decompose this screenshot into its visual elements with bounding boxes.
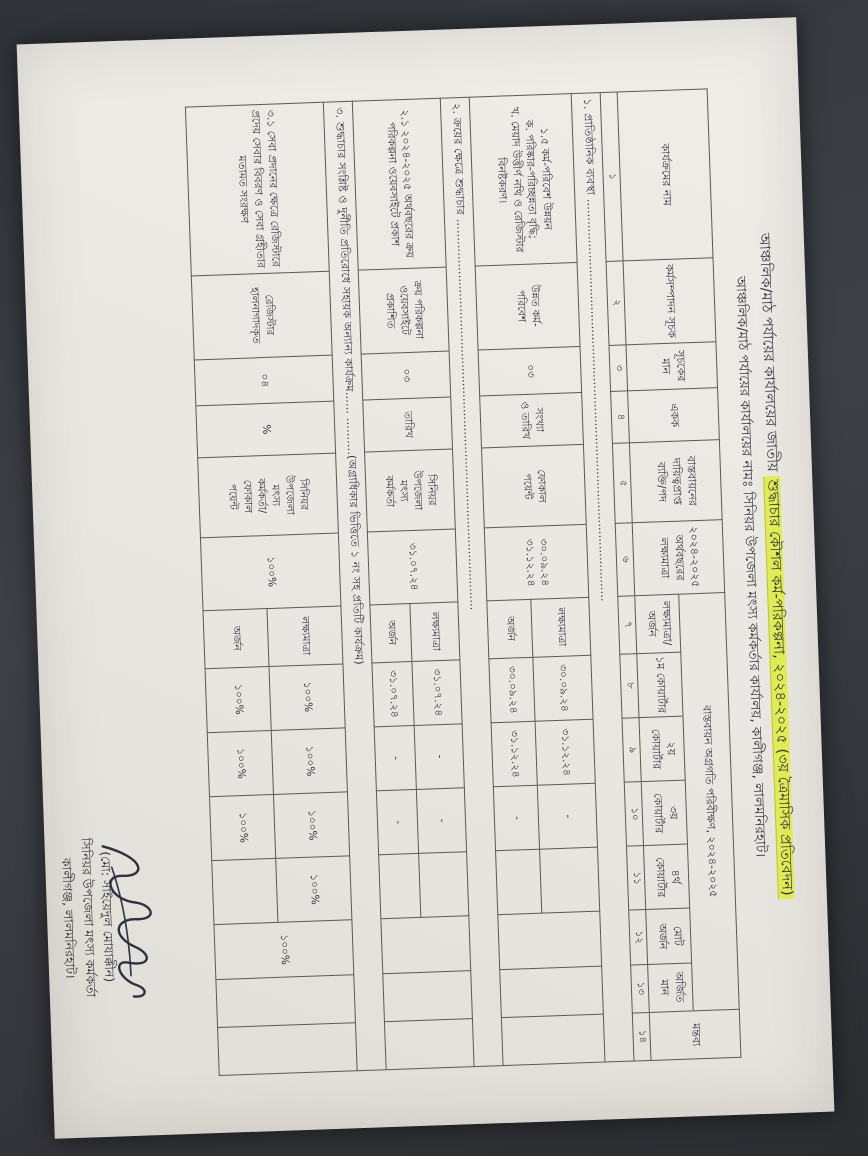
q3-target-cell: -	[416, 787, 467, 854]
signature-ink-icon	[101, 845, 152, 998]
target-label-cell: লক্ষ্যমাত্রা	[530, 596, 591, 657]
q4-target-cell	[539, 847, 600, 914]
subheader-total-achievement: মোট অর্জন	[645, 908, 692, 965]
col-header-fy-target: ২০২৪-২০২৫ অর্থবছরের লক্ষ্যমাত্রা	[631, 519, 725, 596]
col-num-12: ১২	[628, 909, 648, 965]
fy-target-cell: ১০০%	[200, 533, 341, 611]
remarks-cell	[217, 1022, 357, 1076]
col-num-10: ১০	[623, 781, 644, 847]
q3-achieved-cell: -	[493, 785, 540, 851]
subheader-quarter-2: ২য় কোয়ার্টার	[638, 715, 685, 782]
achieved-score-cell	[215, 974, 356, 1028]
q2-achieved-cell: -	[373, 725, 417, 791]
activity-name-cell: ২.১ ২০২৪-২০২৫ অর্থবছরের ক্রয় পরিকল্পনা …	[352, 98, 446, 270]
remarks-cell	[501, 1013, 605, 1066]
score-cell: ০৩	[360, 350, 451, 400]
fy-target-cell: ৩১.০৭.২৪	[367, 529, 458, 605]
q3-target-cell: -	[537, 783, 598, 850]
q4-target-cell	[418, 851, 469, 918]
q3-achieved-cell: -	[376, 789, 419, 856]
subheader-achieved-score: অর্জিত মান	[647, 962, 694, 1013]
col-num-13: ১৩	[630, 964, 650, 1013]
col-header-unit: একক	[627, 387, 720, 443]
subheader-target-achievement: লক্ষ্যমাত্রা/ অর্জন	[634, 593, 681, 654]
q2-target-cell: -	[413, 723, 465, 790]
unit-cell: সংখ্যা ও তারিখ	[479, 392, 584, 449]
col-num-3: ৩	[608, 344, 628, 392]
col-header-remarks: মন্তব্য	[649, 1009, 741, 1061]
q2-target-cell: ১০০%	[270, 727, 348, 795]
responsible-cell: সিনিয়র উপজেলা মৎস্য কর্মকর্তা/ ফোকাল পয…	[197, 453, 339, 539]
remarks-cell	[384, 1018, 474, 1070]
indicator-cell: উন্নত কর্ম- পরিবেশ	[474, 262, 580, 350]
col-num-7: ৭	[617, 595, 637, 654]
q3-target-cell: ১০০%	[273, 791, 350, 859]
q2-target-cell: ৩১.১২.২৪	[534, 719, 596, 786]
q2-achieved-cell: ১০০%	[207, 730, 274, 797]
q4-target-cell: ১০০%	[275, 856, 352, 923]
col-header-activity-name: কার্যক্রমের নাম	[616, 88, 713, 261]
signature-block: (মো: সাইয়েদুল মোযাক্কীন) সিনিয়র উপজেলা…	[55, 800, 167, 1033]
activity-name-cell: ১.৫ কর্ম-পরিবেশ উন্নয়ন ক. পরিষ্কার-পরিচ…	[468, 93, 577, 266]
unit-cell: %	[195, 400, 336, 458]
col-num-11: ১১	[626, 845, 646, 911]
target-label-cell: লক্ষ্যমাত্রা	[266, 605, 343, 667]
q1-target-cell: ১০০%	[268, 663, 345, 731]
q2-achieved-cell: ৩১.১২.২৪	[490, 721, 538, 787]
col-num-5: ৫	[612, 442, 632, 524]
achieved-score-cell	[382, 970, 473, 1022]
col-num-4: ৪	[610, 390, 630, 444]
responsible-cell: সিনিয়র উপজেলা মৎস্য কর্মকর্তা	[364, 449, 456, 533]
q4-achieved-cell	[211, 858, 278, 926]
col-num-14: ১৪	[632, 1012, 651, 1062]
achieved-label-cell: অর্জন	[202, 608, 269, 669]
indicator-cell: রেজিস্টার হালনাগাদকৃত	[191, 270, 332, 360]
q1-achieved-cell: ৩০.০৯.২৪	[488, 656, 535, 723]
responsible-cell: ফোকাল পয়েন্ট	[481, 444, 586, 529]
handwritten-signature	[101, 800, 167, 1032]
col-header-performance-indicator: কর্মসম্পাদন সূচক	[622, 257, 716, 345]
achieved-score-cell	[499, 965, 604, 1018]
score-cell: ০৩	[477, 346, 582, 396]
achieved-label-cell: অর্জন	[486, 598, 533, 659]
indicator-cell: ক্রয় পরিকল্পনা ওয়েবসাইটে প্রকাশিত	[357, 266, 449, 354]
subheader-quarter-1: ১ম কোয়ার্টার	[636, 651, 683, 718]
score-cell: ০৪	[193, 354, 334, 406]
target-label-cell: লক্ষ্যমাত্রা	[409, 601, 460, 662]
col-num-9: ৯	[621, 717, 641, 783]
activity-name-cell: ৩.১ সেবা প্রদানের ক্ষেত্রে রেজিস্টারে প্…	[185, 102, 329, 276]
col-header-indicator-score: সূচকের মান	[625, 341, 718, 391]
total-achieved-cell: ১০০%	[213, 920, 354, 980]
q1-achieved-cell: ৩১.০৭.২৪	[371, 661, 414, 727]
col-header-responsible-person: বাস্তবায়নের দায়িত্বপ্রাপ্ত ব্যক্তি/পদ	[629, 439, 722, 524]
col-num-6: ৬	[614, 523, 635, 596]
q3-achieved-cell: ১০০%	[209, 794, 276, 861]
subheader-quarter-4: ৪র্থ কোয়ার্টার	[643, 844, 690, 910]
unit-cell: তারিখ	[362, 396, 453, 453]
col-num-8: ৮	[619, 653, 639, 719]
q4-achieved-cell	[495, 849, 542, 916]
integrity-strategy-report-table: কার্যক্রমের নাম কর্মসম্পাদন সূচক সূচকের …	[185, 88, 742, 1076]
paper-sheet: আঞ্চলিক/মাঠ পর্যায়ের কার্যালয়ের জাতীয়…	[16, 17, 834, 1139]
q1-target-cell: ৩১.০৭.২৪	[411, 659, 462, 726]
q4-achieved-cell	[378, 853, 421, 920]
fy-target-cell: ৩০.০৯.২৪ ৩১.১২.২৪	[484, 524, 589, 601]
total-achieved-cell	[380, 916, 471, 974]
q1-achieved-cell: ১০০%	[204, 666, 271, 733]
total-achieved-cell	[497, 911, 602, 970]
subheader-quarter-3: ৩য় কোয়ার্টার	[640, 780, 688, 846]
q1-target-cell: ৩০.০৯.২৪	[532, 654, 593, 722]
achieved-label-cell: অর্জন	[369, 603, 412, 663]
title-prefix: আঞ্চলিক/মাঠ পর্যায়ের কার্যালয়ের জাতীয়	[755, 232, 780, 477]
